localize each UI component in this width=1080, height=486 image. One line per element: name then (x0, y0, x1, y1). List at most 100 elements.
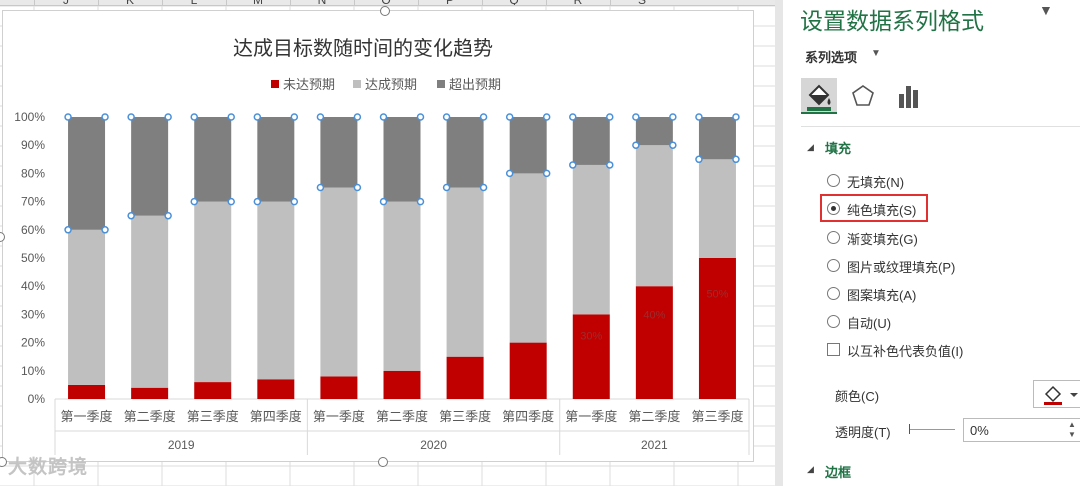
selection-handle[interactable] (64, 113, 72, 121)
bar-segment[interactable] (383, 370, 421, 399)
selection-handle[interactable] (416, 197, 425, 206)
collapse-triangle-icon[interactable]: ◢ (807, 142, 814, 152)
color-picker-button[interactable] (1033, 380, 1080, 408)
selection-handle[interactable] (253, 197, 262, 206)
selection-handle[interactable] (164, 113, 172, 121)
selection-handle[interactable] (190, 113, 198, 121)
legend-entry[interactable]: 未达预期 (283, 77, 335, 92)
selection-handle[interactable] (416, 113, 425, 121)
data-label[interactable]: 40% (643, 309, 665, 321)
selection-handle[interactable] (290, 113, 299, 121)
selection-handle[interactable] (353, 113, 362, 121)
bar-segment[interactable] (446, 356, 484, 399)
bar-segment[interactable] (572, 117, 610, 165)
chart-resize-handle-top[interactable] (380, 6, 390, 16)
checkbox[interactable] (827, 343, 840, 356)
selection-handle[interactable] (227, 113, 235, 121)
selection-handle[interactable] (569, 161, 577, 169)
fill-line-tab[interactable] (801, 78, 837, 114)
bar-segment[interactable] (509, 117, 547, 174)
bar-segment[interactable] (509, 342, 547, 399)
selection-handle[interactable] (479, 183, 488, 192)
bar-segment[interactable] (131, 117, 169, 216)
selection-handle[interactable] (505, 113, 514, 121)
bar-segment[interactable] (383, 201, 421, 371)
selection-handle[interactable] (695, 113, 703, 121)
legend-swatch[interactable] (437, 80, 445, 88)
transparency-input[interactable]: 0% (963, 418, 1080, 442)
radio-button[interactable] (827, 231, 840, 244)
transparency-slider[interactable] (909, 429, 955, 430)
legend-swatch[interactable] (271, 80, 279, 88)
chevron-down-icon[interactable]: ▼ (871, 48, 881, 59)
selection-handle[interactable] (353, 183, 362, 192)
column-letter[interactable]: S (632, 0, 652, 5)
bar-segment[interactable] (257, 201, 295, 380)
bar-segment[interactable] (320, 117, 358, 188)
bar-segment[interactable] (131, 215, 169, 388)
column-letter[interactable]: Q (504, 0, 524, 5)
bar-segment[interactable] (509, 173, 547, 343)
selection-handle[interactable] (479, 113, 488, 121)
radio-button[interactable] (827, 174, 840, 187)
selection-handle[interactable] (606, 113, 614, 121)
radio-button[interactable] (827, 202, 840, 215)
radio-button[interactable] (827, 287, 840, 300)
selection-handle[interactable] (379, 197, 388, 206)
bar-segment[interactable] (446, 117, 484, 188)
selection-handle[interactable] (379, 113, 388, 121)
selection-handle[interactable] (316, 183, 325, 192)
bar-segment[interactable] (320, 187, 358, 377)
collapse-triangle-icon[interactable]: ◢ (807, 464, 814, 474)
selection-handle[interactable] (316, 113, 325, 121)
selection-handle[interactable] (669, 141, 677, 149)
selection-handle[interactable] (290, 197, 299, 206)
bar-segment[interactable] (320, 376, 358, 399)
column-letter[interactable]: J (56, 0, 76, 5)
selection-handle[interactable] (64, 226, 72, 234)
bar-segment[interactable] (194, 201, 232, 383)
legend-entry[interactable]: 达成预期 (365, 77, 417, 92)
transparency-slider-thumb[interactable] (909, 424, 910, 434)
selection-handle[interactable] (505, 169, 514, 178)
selection-handle[interactable] (669, 113, 677, 121)
fill-section-header[interactable]: 填充 (825, 141, 852, 156)
selection-handle[interactable] (442, 113, 451, 121)
bar-segment[interactable] (131, 387, 169, 399)
selection-handle[interactable] (695, 155, 703, 164)
selection-handle[interactable] (732, 113, 740, 121)
selection-handle[interactable] (569, 113, 577, 121)
selection-handle[interactable] (542, 169, 551, 178)
selection-handle[interactable] (101, 113, 109, 121)
column-letter[interactable]: N (312, 0, 332, 5)
selection-handle[interactable] (632, 141, 640, 149)
column-letter[interactable]: R (568, 0, 588, 5)
bar-segment[interactable] (68, 229, 106, 385)
selection-handle[interactable] (227, 197, 235, 206)
legend-swatch[interactable] (353, 80, 361, 88)
radio-button[interactable] (827, 315, 840, 328)
bar-segment[interactable] (446, 187, 484, 357)
chart-area[interactable]: 达成目标数随时间的变化趋势 未达预期 达成预期 超出预期 0% 10% 20% 30% 40% 5… (2, 10, 754, 462)
selection-handle[interactable] (127, 113, 135, 121)
column-letter[interactable]: K (120, 0, 140, 5)
selection-handle[interactable] (101, 226, 109, 234)
selection-handle[interactable] (442, 183, 451, 192)
bar-segment[interactable] (698, 258, 736, 399)
selection-handle[interactable] (190, 197, 198, 206)
column-letter[interactable]: M (248, 0, 268, 5)
selection-handle[interactable] (127, 211, 135, 220)
spinner-arrows-icon[interactable]: ▲ ▼ (1068, 420, 1076, 439)
series-options-tab[interactable] (891, 78, 927, 114)
selection-handle[interactable] (606, 161, 614, 169)
selection-handle[interactable] (253, 113, 262, 121)
bar-segment[interactable] (383, 117, 421, 202)
bar-segment[interactable] (257, 379, 295, 399)
bar-segment[interactable] (194, 382, 232, 399)
bar-segment[interactable] (194, 117, 232, 202)
selection-handle[interactable] (632, 113, 640, 121)
data-label[interactable]: 50% (706, 288, 728, 300)
column-letter[interactable]: L (184, 0, 204, 5)
